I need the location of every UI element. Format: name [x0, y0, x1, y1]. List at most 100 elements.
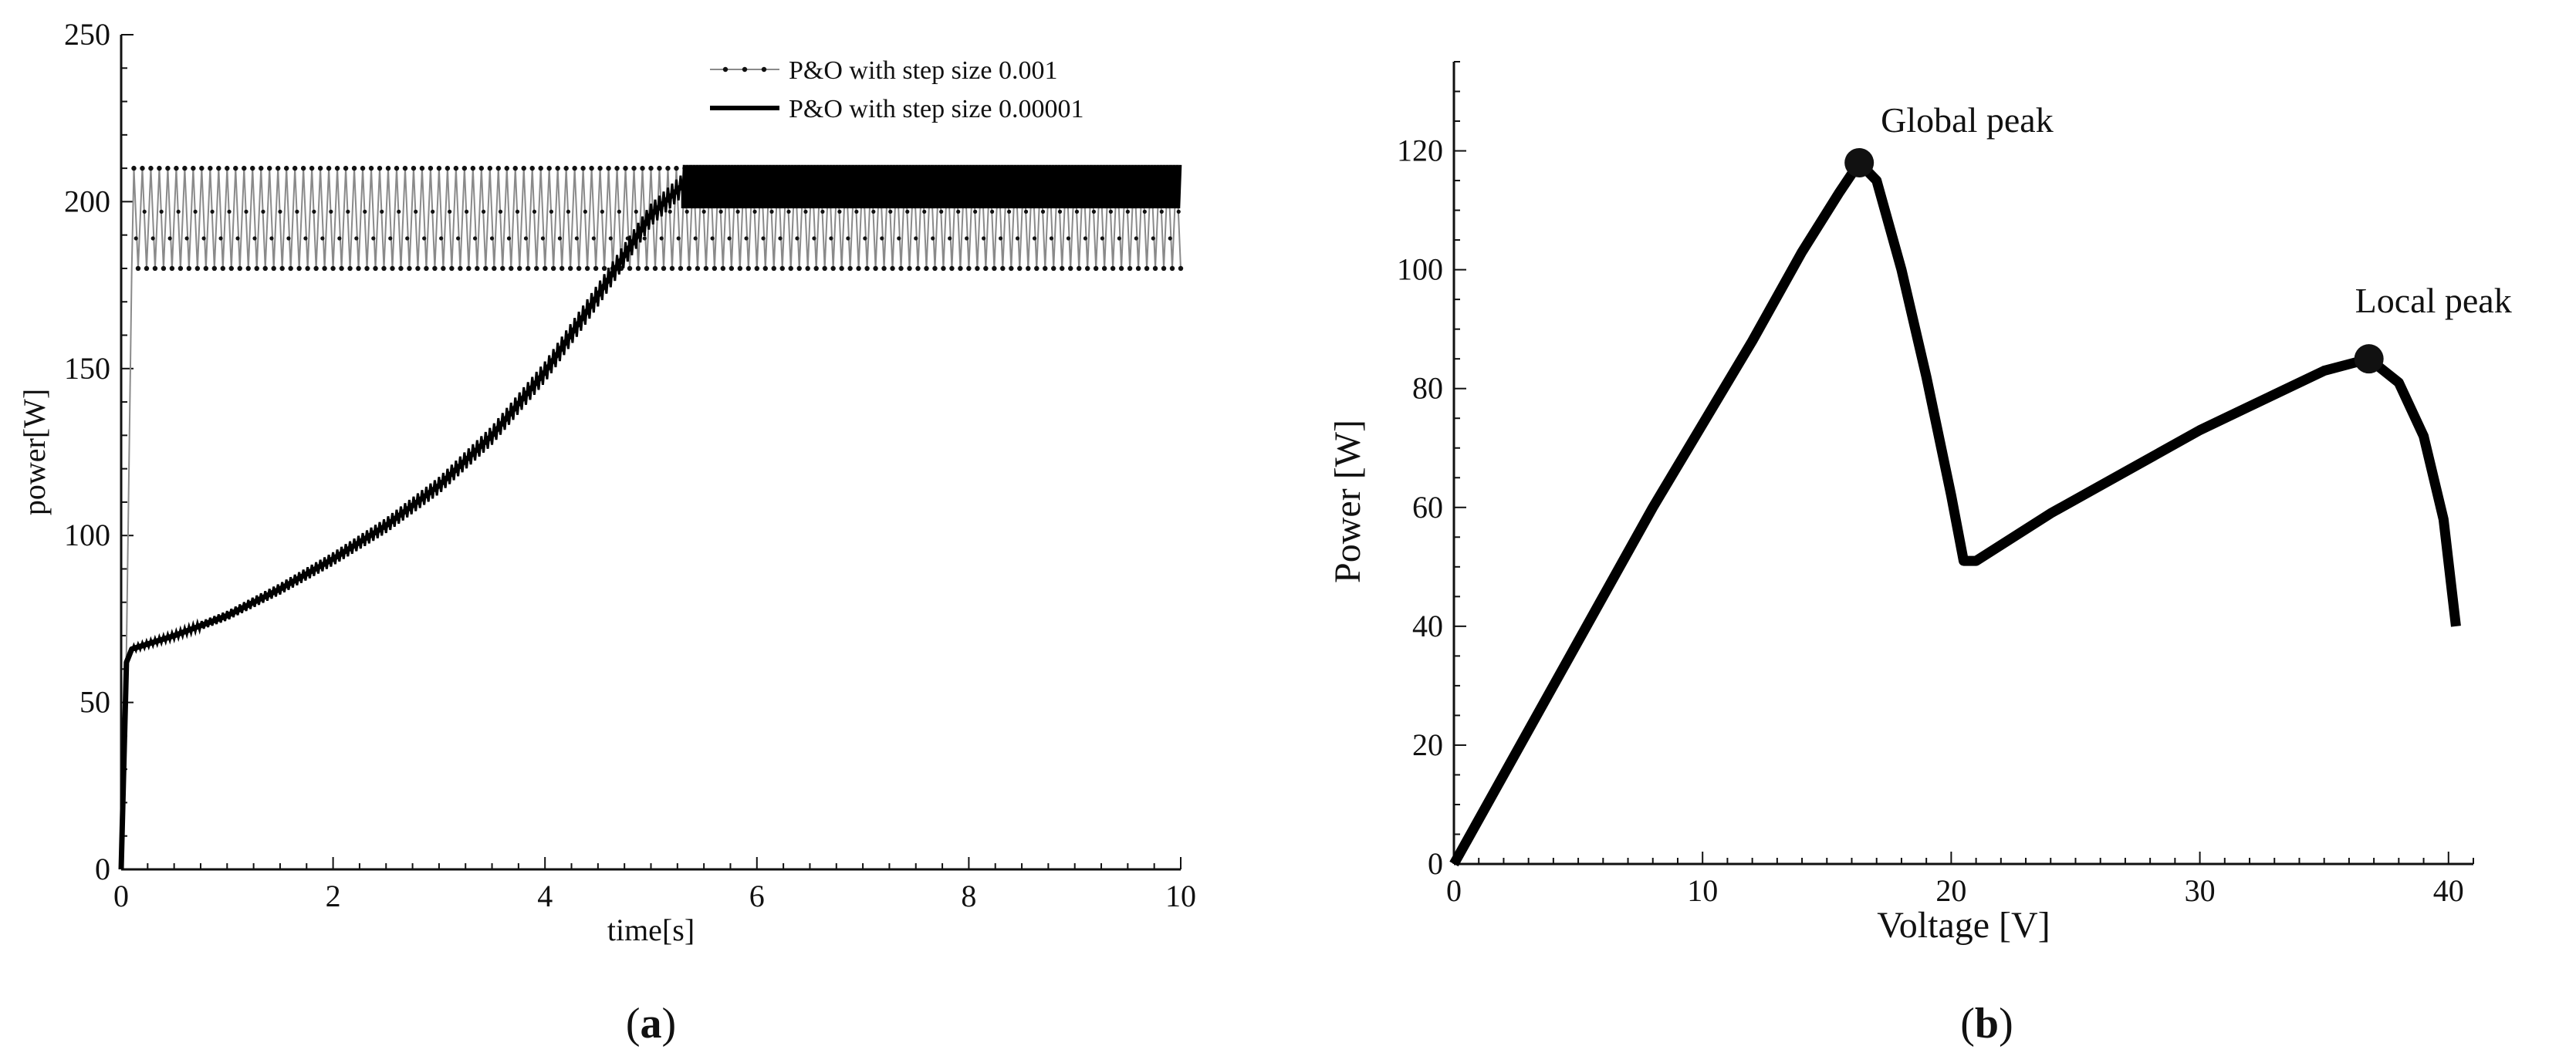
series-step-0001-point [820, 209, 825, 214]
series-step-0001-point [745, 265, 752, 272]
series-step-000001-oscillation [681, 164, 1182, 209]
series-step-0001-point [489, 236, 495, 241]
series-step-0001-point [822, 265, 827, 272]
series-step-0001-point [481, 209, 486, 214]
series-step-0001-point [1110, 265, 1116, 272]
series-step-0001-point [326, 165, 332, 171]
series-step-0001-point [914, 236, 918, 241]
series-step-0001-point [512, 165, 518, 171]
series-step-0001-point [1009, 265, 1014, 272]
series-step-0001-point [373, 265, 378, 272]
series-step-0001-point [407, 265, 412, 272]
series-step-0001-point [752, 209, 757, 214]
series-step-0001-point [597, 165, 603, 171]
series-step-0001-point [982, 236, 986, 241]
series-step-0001-point [184, 236, 189, 241]
series-step-0001-point [1178, 265, 1184, 272]
series-step-0001-point [1023, 209, 1029, 214]
series-step-0001-point [1093, 265, 1099, 272]
panel-b-x-tick-label: 40 [2433, 873, 2464, 908]
panel-b-x-axis-title: Voltage [V] [1877, 905, 2050, 946]
series-step-0001-point [398, 265, 404, 272]
series-step-0001-point [380, 209, 384, 214]
series-step-0001-point [549, 209, 554, 214]
series-step-0001-point [509, 265, 514, 272]
series-step-0001-point [762, 265, 768, 272]
series-step-0001-point [538, 165, 543, 171]
series-step-0001-point [235, 236, 240, 241]
series-step-0001-point [812, 236, 816, 241]
series-step-0001-point [948, 236, 952, 241]
series-step-0001-point [574, 236, 579, 241]
series-step-0001-point [521, 165, 526, 171]
series-step-0001-point [744, 236, 749, 241]
series-step-0001-point [769, 209, 774, 214]
panel-b-axes: 0 10 20 30 40 0 20 40 60 80 100 120 [1397, 61, 2474, 908]
series-step-0001-point [385, 165, 391, 171]
series-step-0001-point [320, 236, 325, 241]
series-step-0001-point [998, 236, 1003, 241]
panel-a-x-tick-label: 8 [961, 879, 976, 913]
series-step-0001-point [1006, 209, 1012, 214]
series-step-0001-point [523, 236, 529, 241]
series-step-0001-point [464, 209, 469, 214]
series-step-0001-point [252, 236, 257, 241]
series-step-0001-point [661, 265, 667, 272]
series-step-0001-point [674, 165, 679, 171]
series-step-0001-point [515, 209, 520, 214]
series-step-0001-point [390, 265, 395, 272]
series-step-0001-point [735, 209, 740, 214]
series-step-0001-point [718, 209, 723, 214]
series-step-0001-point [1051, 265, 1056, 272]
series-step-0001-point [428, 165, 434, 171]
legend-label-step-0001: P&O with step size 0.001 [789, 56, 1057, 85]
series-step-0001-point [415, 265, 421, 272]
series-step-0001-point [635, 265, 641, 272]
series-step-0001-point [992, 265, 997, 272]
series-step-0001-point [847, 265, 853, 272]
series-step-0001-point [305, 265, 310, 272]
series-step-0001-point [186, 265, 192, 272]
panel-a-legend: P&O with step size 0.001 P&O with step s… [710, 56, 1083, 123]
panel-b-label-close: ) [1999, 1000, 2013, 1048]
series-step-0001-point [371, 236, 376, 241]
series-step-0001-point [659, 236, 664, 241]
series-step-0001-point [377, 165, 383, 171]
panel-a-label-open: ( [626, 1000, 641, 1048]
series-step-0001-line [120, 168, 1182, 870]
panel-b-x-tick-label: 10 [1687, 873, 1718, 908]
series-step-0001-point [165, 165, 171, 171]
series-step-0001-point [720, 265, 726, 272]
series-step-000001-ripple [130, 175, 685, 654]
series-step-0001-point [846, 236, 850, 241]
series-step-0001-point [453, 165, 459, 171]
series-step-0001-point [729, 265, 735, 272]
series-step-0001-point [795, 236, 800, 241]
series-step-0001-point [233, 165, 238, 171]
series-step-0001-point [397, 209, 401, 214]
series-step-0001-point [261, 209, 265, 214]
local-peak-label: Local peak [2355, 281, 2512, 320]
series-step-0001-point [890, 265, 895, 272]
series-step-0001-point [873, 265, 878, 272]
series-step-0001-point [339, 265, 344, 272]
panel-a-x-axis-title: time[s] [607, 913, 695, 947]
series-step-0001-point [135, 265, 141, 272]
series-step-0001-point [330, 265, 336, 272]
panel-b-chart: 0 10 20 30 40 0 20 40 60 80 100 120 Global peak Loc… [1327, 61, 2512, 1048]
series-step-0001-point [854, 209, 859, 214]
series-step-0001-point [292, 165, 298, 171]
series-step-0001-point [303, 236, 308, 241]
series-step-0001-point [201, 236, 206, 241]
series-step-0001-point [286, 236, 291, 241]
series-step-0001-point [1034, 265, 1040, 272]
series-step-0001-point [907, 265, 912, 272]
panel-a-label-letter: a [641, 1000, 662, 1048]
legend-swatch-marker [742, 66, 748, 73]
panel-a-x-tick-label: 10 [1165, 879, 1196, 913]
panel-a-x-tick-label: 0 [113, 879, 129, 913]
series-step-0001-point [608, 236, 613, 241]
series-step-0001-point [300, 165, 306, 171]
series-step-0001-point [1043, 265, 1048, 272]
